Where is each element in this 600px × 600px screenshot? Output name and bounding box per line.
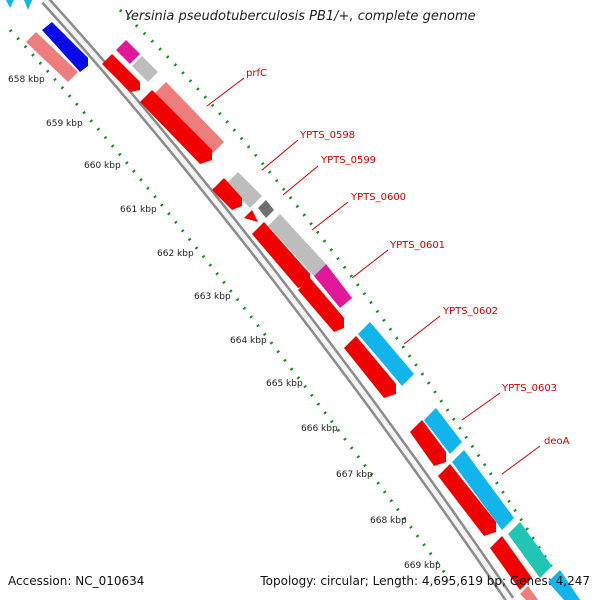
gene-feature[interactable] — [268, 214, 326, 276]
gene-feature[interactable] — [548, 570, 580, 600]
tick-label: 662 kbp — [157, 249, 194, 259]
gene-feature[interactable] — [424, 408, 462, 454]
leader-line-YPTS_0599 — [282, 165, 319, 196]
gene-feature[interactable] — [244, 210, 258, 222]
leader-line-YPTS_0601 — [351, 249, 389, 279]
gene-feature[interactable] — [508, 522, 552, 578]
genome-backbone-inner — [43, 0, 513, 600]
gene-feature[interactable] — [102, 54, 140, 92]
gene-feature[interactable] — [252, 222, 310, 288]
tick-label: 660 kbp — [84, 161, 121, 171]
leader-line-deoA — [501, 445, 541, 475]
tick-label: 666 kbp — [301, 424, 338, 434]
tick-label: 658 kbp — [8, 75, 45, 85]
gene-feature[interactable] — [438, 464, 496, 536]
tick-label: 668 kbp — [370, 516, 407, 526]
gene-features — [26, 22, 580, 600]
gene-label-YPTS_0599: YPTS_0599 — [320, 155, 376, 166]
gene-label-YPTS_0603: YPTS_0603 — [501, 383, 557, 394]
leader-line-YPTS_0600 — [311, 201, 349, 231]
gene-feature[interactable] — [226, 172, 262, 208]
gene-feature[interactable] — [298, 278, 344, 332]
cyan-marker-icon-2 — [24, 0, 32, 10]
gene-feature[interactable] — [154, 82, 224, 154]
gene-feature[interactable] — [42, 22, 88, 72]
gene-feature[interactable] — [344, 336, 396, 398]
topology-text: Topology: circular; Length: 4,695,619 bp… — [260, 574, 590, 588]
gene-feature[interactable] — [212, 178, 242, 210]
gene-feature[interactable] — [452, 450, 514, 530]
gene-label-YPTS_0600: YPTS_0600 — [350, 192, 406, 203]
map-title: Yersinia pseudotuberculosis PB1/+, compl… — [124, 9, 476, 24]
gene-feature[interactable] — [26, 32, 78, 82]
leader-lines — [206, 77, 541, 475]
tick-label: 664 kbp — [230, 336, 267, 346]
genome-backbone — [41, 0, 515, 600]
gene-feature[interactable] — [410, 420, 446, 466]
tick-label: 665 kbp — [266, 379, 303, 389]
leader-line-YPTS_0598 — [261, 139, 299, 171]
inner-dotted-ring — [8, 28, 452, 581]
gene-label-YPTS_0598: YPTS_0598 — [299, 130, 355, 141]
gene-feature[interactable] — [520, 586, 538, 600]
leader-line-prfC — [206, 77, 245, 107]
gene-feature[interactable] — [258, 200, 274, 218]
leader-line-YPTS_0602 — [403, 315, 441, 345]
gene-feature[interactable] — [490, 536, 532, 590]
gene-label-YPTS_0602: YPTS_0602 — [442, 306, 498, 317]
gene-label-prfC: prfC — [246, 68, 267, 79]
leader-line-YPTS_0603 — [461, 392, 501, 421]
tick-label: 667 kbp — [336, 470, 373, 480]
cyan-marker-icon — [6, 0, 14, 8]
gene-feature[interactable] — [116, 40, 140, 64]
tick-label: 663 kbp — [194, 292, 231, 302]
gene-feature[interactable] — [358, 322, 414, 386]
tick-label: 659 kbp — [46, 119, 83, 129]
tick-label: 669 kbp — [404, 561, 441, 571]
gene-feature[interactable] — [140, 90, 212, 164]
tick-label: 661 kbp — [120, 205, 157, 215]
accession-text: Accession: NC_010634 — [8, 574, 145, 588]
gene-feature[interactable] — [132, 56, 158, 82]
gene-feature[interactable] — [314, 264, 352, 308]
gene-label-deoA: deoA — [544, 436, 570, 447]
gene-label-YPTS_0601: YPTS_0601 — [389, 240, 445, 251]
